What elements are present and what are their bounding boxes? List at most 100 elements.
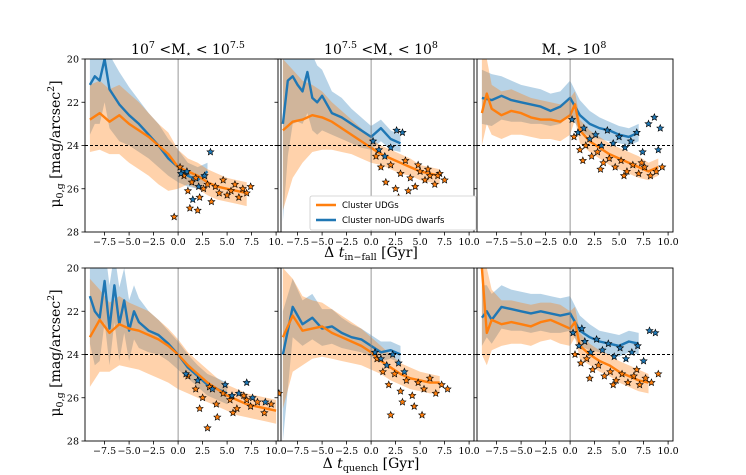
star-point-non-udg bbox=[573, 128, 583, 137]
panel-plot-area bbox=[85, 268, 281, 441]
star-point-non-udg bbox=[609, 138, 618, 147]
panel-r1-p1: −7.5 −5.0 −2.5 0.0 2.5 5.0 7.5 10. 20 22 24 26 28 bbox=[67, 55, 284, 249]
star-point-non-udg bbox=[603, 125, 612, 134]
star-point-udg bbox=[410, 402, 419, 410]
star-point-udg bbox=[396, 169, 405, 178]
star-point-udg bbox=[431, 389, 440, 397]
x-tick-label: 2.5 bbox=[388, 446, 403, 457]
x-tick-label: 2.5 bbox=[388, 237, 403, 248]
star-point-udg bbox=[183, 186, 193, 195]
panel-r2-p3: −7.5 −5.0 −2.5 0.0 2.5 5.0 7.5 10.0 bbox=[473, 267, 679, 457]
star-point-non-udg bbox=[579, 123, 588, 132]
star-point-udg bbox=[213, 412, 222, 421]
star-point-udg bbox=[175, 162, 185, 171]
series-line-non-udg bbox=[281, 305, 401, 356]
x-tick-label: 10.0 bbox=[266, 446, 287, 457]
star-point-udg bbox=[617, 369, 627, 378]
panel-r2-p2: −7.5 −5.0 −2.5 0.0 2.5 5.0 7.5 10.0 bbox=[274, 267, 480, 457]
panel-title-3: M⋆ > 108 bbox=[542, 40, 607, 60]
star-point-udg bbox=[635, 380, 644, 389]
x-tick-label: −2.5 bbox=[335, 237, 358, 248]
star-point-non-udg bbox=[574, 341, 584, 350]
x-tick-label: 0.0 bbox=[563, 446, 578, 457]
star-point-non-udg bbox=[188, 195, 197, 204]
star-point-udg bbox=[211, 182, 220, 191]
star-point-udg bbox=[187, 177, 196, 186]
star-point-non-udg bbox=[261, 397, 270, 406]
x-tick-label: 2.5 bbox=[587, 446, 602, 457]
y-tick-label: 28 bbox=[67, 228, 79, 239]
star-point-udg bbox=[195, 193, 204, 201]
star-point-non-udg bbox=[654, 145, 663, 154]
x-tick-label: −5.0 bbox=[510, 446, 533, 457]
y-tick-label: 22 bbox=[67, 307, 79, 318]
star-point-udg bbox=[588, 365, 597, 374]
star-point-udg bbox=[430, 180, 439, 188]
panels: −7.5 −5.0 −2.5 0.0 2.5 5.0 7.5 10.2022242628−7.… bbox=[67, 55, 679, 458]
star-point-non-udg bbox=[234, 389, 244, 397]
star-point-non-udg bbox=[586, 347, 595, 356]
ylabel-row-2: μ0,g [mag/arcsec2] bbox=[46, 289, 66, 416]
star-point-udg bbox=[391, 184, 400, 193]
star-point-non-udg bbox=[627, 347, 637, 356]
x-tick-label: −7.5 bbox=[286, 237, 309, 248]
star-point-udg bbox=[198, 393, 207, 402]
star-point-udg bbox=[437, 380, 446, 389]
star-point-udg bbox=[433, 171, 442, 180]
star-point-udg bbox=[629, 371, 638, 380]
panel-plot-area bbox=[477, 268, 673, 441]
x-tick-label: 10.0 bbox=[658, 446, 679, 457]
star-point-udg bbox=[605, 154, 614, 163]
star-point-non-udg bbox=[598, 345, 607, 354]
star-point-non-udg bbox=[400, 367, 409, 376]
y-tick-label: 26 bbox=[67, 184, 79, 195]
star-point-non-udg bbox=[604, 339, 613, 348]
x-tick-label: 7.5 bbox=[636, 446, 651, 457]
star-point-udg bbox=[406, 173, 415, 182]
star-point-non-udg bbox=[386, 143, 395, 152]
star-point-udg bbox=[641, 373, 650, 382]
star-point-udg bbox=[193, 206, 202, 214]
star-point-non-udg bbox=[227, 391, 237, 400]
star-point-non-udg bbox=[568, 328, 578, 337]
star-point-udg bbox=[242, 395, 251, 404]
series-line-udg bbox=[88, 318, 277, 412]
panel-plot-area bbox=[477, 59, 673, 232]
x-tick-label: 0.0 bbox=[364, 446, 379, 457]
star-point-udg bbox=[390, 369, 399, 378]
x-tick-label: 10.0 bbox=[459, 237, 480, 248]
star-point-non-udg bbox=[376, 354, 386, 363]
star-point-udg bbox=[622, 167, 632, 175]
star-point-non-udg bbox=[206, 147, 215, 156]
star-point-udg bbox=[191, 384, 200, 393]
x-tick-label: 7.5 bbox=[437, 446, 452, 457]
star-point-non-udg bbox=[200, 171, 209, 180]
star-point-udg bbox=[632, 365, 641, 374]
star-point-udg bbox=[576, 358, 586, 367]
y-tick-label: 20 bbox=[67, 55, 79, 66]
star-point-non-udg bbox=[242, 378, 251, 387]
star-point-udg bbox=[628, 160, 637, 169]
panel-plot-area bbox=[278, 59, 474, 232]
star-point-udg bbox=[278, 389, 284, 397]
star-point-non-udg bbox=[388, 350, 397, 359]
star-point-udg bbox=[611, 376, 621, 384]
star-point-udg bbox=[606, 367, 615, 376]
x-tick-label: 2.5 bbox=[587, 237, 602, 248]
x-tick-label: 7.5 bbox=[244, 446, 259, 457]
panel-r1-p2: −7.5 −5.0 −2.5 0.0 2.5 5.0 7.5 10.0 bbox=[274, 58, 480, 248]
x-tick-label: 10.0 bbox=[658, 237, 679, 248]
star-point-udg bbox=[226, 186, 236, 195]
star-point-udg bbox=[596, 164, 605, 173]
star-point-udg bbox=[246, 182, 255, 191]
x-tick-label: 2.5 bbox=[195, 237, 210, 248]
ylabel-row-1: μ0,g [mag/arcsec2] bbox=[46, 80, 66, 207]
x-tick-label: −5.0 bbox=[311, 446, 334, 457]
x-tick-label: 7.5 bbox=[244, 237, 259, 248]
x-tick-label: 0.0 bbox=[364, 237, 379, 248]
star-point-udg bbox=[199, 184, 208, 193]
star-point-udg bbox=[215, 188, 224, 197]
star-point-udg bbox=[402, 376, 411, 384]
x-tick-label: −7.5 bbox=[93, 446, 116, 457]
star-point-non-udg bbox=[644, 119, 653, 128]
